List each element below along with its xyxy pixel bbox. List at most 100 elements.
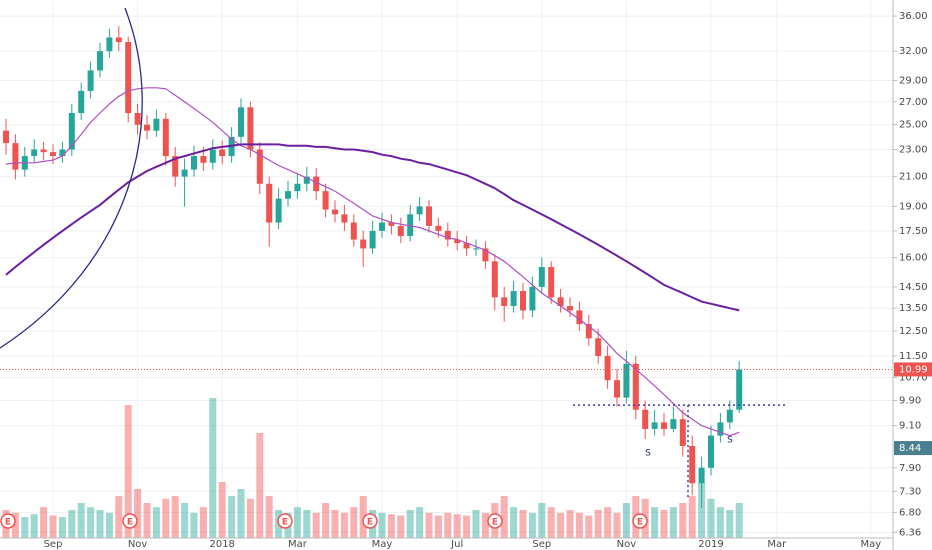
x-tick-label: 2019 xyxy=(698,539,723,550)
candle-body xyxy=(134,113,141,125)
x-tick-label: Sep xyxy=(532,539,551,550)
moving-average xyxy=(5,143,740,312)
volume-bar xyxy=(651,507,659,538)
volume-bar xyxy=(463,515,471,538)
event-marker xyxy=(487,513,503,529)
volume-bar xyxy=(77,503,85,538)
x-tick-label: Sep xyxy=(44,539,63,550)
candle-body xyxy=(491,261,498,298)
volume-bar xyxy=(181,503,189,538)
candle-body xyxy=(604,355,611,381)
candle-body xyxy=(294,183,301,192)
y-tick-label: 7.30 xyxy=(899,486,921,497)
x-tick-label: 2018 xyxy=(209,539,234,550)
candle-body xyxy=(576,310,583,325)
event-marker xyxy=(277,513,293,529)
candle-body xyxy=(435,225,442,231)
candle-body xyxy=(632,363,639,410)
y-tick-label: 21.00 xyxy=(899,172,928,183)
pattern-label: S xyxy=(727,436,733,446)
volume-bar xyxy=(303,510,311,538)
volume-bar xyxy=(566,510,574,538)
volume-bar xyxy=(416,507,424,538)
x-tick-label: May xyxy=(372,539,393,550)
candle-body xyxy=(285,191,291,199)
y-tick-label: 29.00 xyxy=(899,75,928,86)
candle-body xyxy=(191,156,197,170)
volume-bar xyxy=(604,507,612,538)
candle-body xyxy=(717,422,724,436)
volume-bar xyxy=(585,515,593,538)
candle-body xyxy=(642,409,649,429)
volume-bar xyxy=(40,507,48,538)
y-tick-label: 32.00 xyxy=(899,46,928,57)
volume-bar xyxy=(575,512,583,538)
candle-body xyxy=(416,206,423,215)
candle-body xyxy=(115,37,122,43)
volume-bar xyxy=(669,507,677,538)
volume-bar xyxy=(49,515,57,538)
volume-bar xyxy=(622,503,630,538)
y-tick-label: 6.36 xyxy=(899,527,921,538)
event-marker xyxy=(632,513,648,529)
price-label-box xyxy=(894,362,932,377)
candle-body xyxy=(162,118,169,157)
candle-body xyxy=(360,239,367,249)
candle-body xyxy=(209,149,216,163)
volume-bar xyxy=(735,503,743,538)
volume-bar xyxy=(143,503,151,538)
y-tick-label: 17.50 xyxy=(899,226,928,237)
event-label: E xyxy=(367,518,373,528)
volume-bar xyxy=(199,507,207,538)
candle-layer xyxy=(3,26,743,509)
volume-bar xyxy=(293,507,301,538)
volume-bar xyxy=(265,496,273,538)
candle-body xyxy=(538,267,545,287)
candle-body xyxy=(68,113,75,150)
x-tick-label: Mar xyxy=(288,539,308,550)
volume-bar xyxy=(331,510,339,538)
volume-bar xyxy=(312,512,320,538)
candle-body xyxy=(698,467,705,484)
volume-bar xyxy=(387,514,395,538)
candle-body xyxy=(501,297,508,306)
volume-bar xyxy=(481,512,489,538)
x-tick-label: Mar xyxy=(767,539,787,550)
volume-bar xyxy=(726,510,734,538)
y-tick-label: 36.00 xyxy=(899,11,928,22)
candle-body xyxy=(341,214,348,223)
candle-body xyxy=(181,169,188,177)
volume-bar xyxy=(58,517,66,538)
volume-bar xyxy=(378,512,386,538)
volume-bar xyxy=(152,507,160,538)
candle-body xyxy=(50,152,56,157)
candle-body xyxy=(303,176,310,184)
volume-bar xyxy=(87,507,95,538)
event-marker xyxy=(0,513,16,529)
volume-bar xyxy=(209,398,217,538)
candle-body xyxy=(87,70,94,91)
volume-bar xyxy=(359,496,367,538)
volume-bar xyxy=(30,514,38,538)
candle-body xyxy=(444,230,451,240)
y-tick-label: 6.80 xyxy=(899,507,921,518)
volume-bar xyxy=(707,498,715,538)
volume-bar xyxy=(444,512,452,538)
y-tick-label: 7.90 xyxy=(899,463,921,474)
candle-body xyxy=(397,225,404,237)
candle-body xyxy=(463,243,470,249)
price-label-box xyxy=(894,441,932,456)
event-label: E xyxy=(127,518,133,528)
candle-body xyxy=(482,248,489,262)
volume-bar xyxy=(115,496,123,538)
event-label: E xyxy=(492,518,498,528)
candle-body xyxy=(379,222,385,231)
candle-body xyxy=(473,248,479,250)
candle-body xyxy=(322,191,329,210)
candle-body xyxy=(78,90,85,114)
volume-bar xyxy=(105,512,113,538)
y-tick-label: 14.50 xyxy=(899,282,928,293)
volume-bar xyxy=(660,510,668,538)
candle-body xyxy=(40,149,47,153)
volume-bar xyxy=(594,510,602,538)
